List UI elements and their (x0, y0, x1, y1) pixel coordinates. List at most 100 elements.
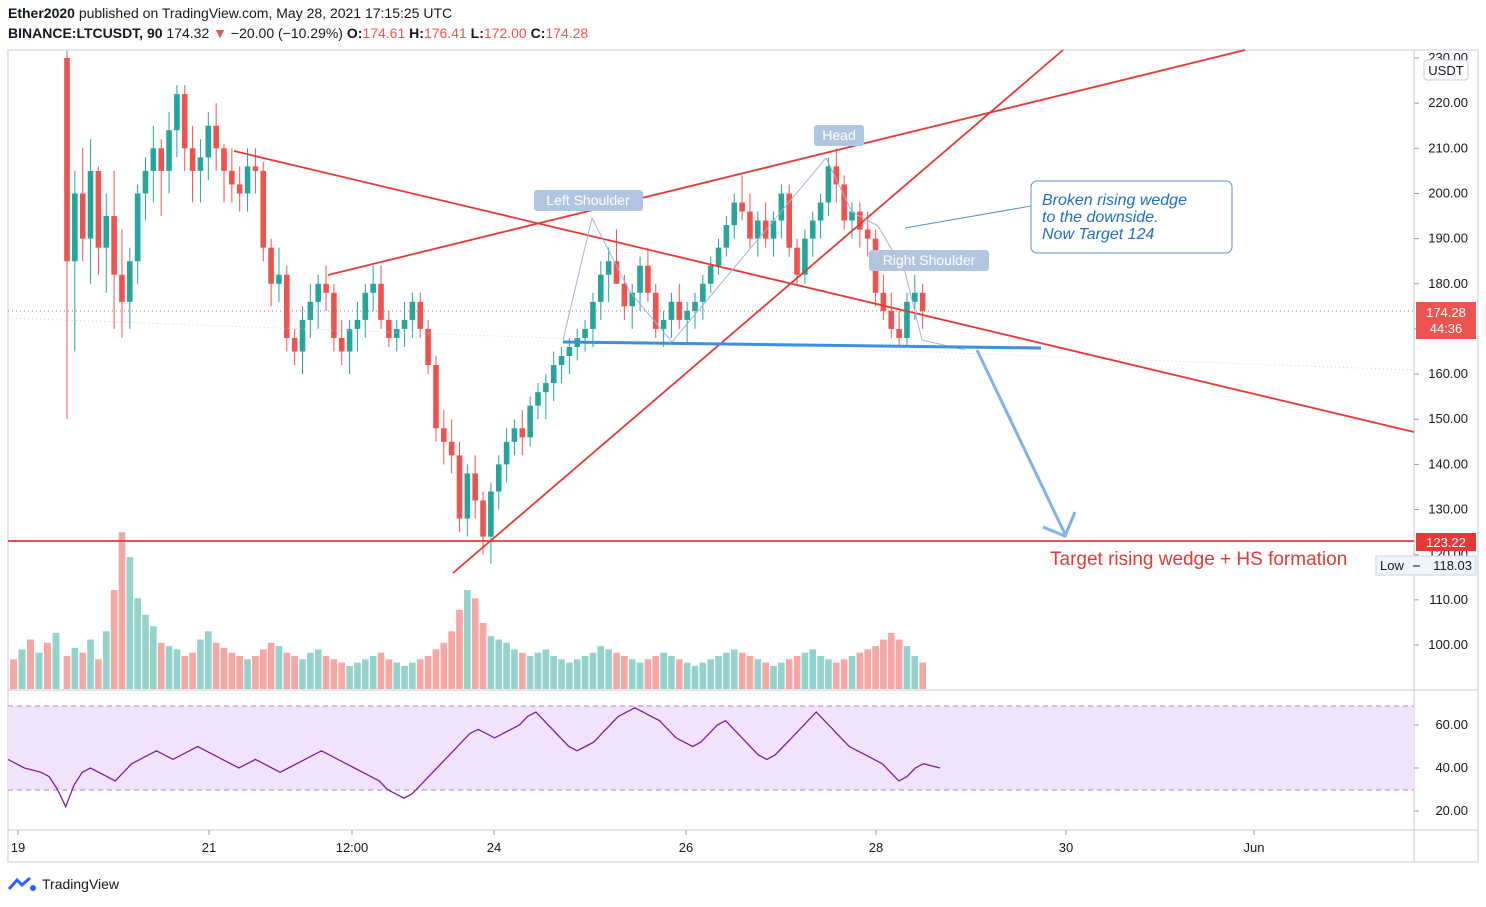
price-tick-label: 210.00 (1428, 140, 1468, 155)
volume-bar (919, 662, 926, 689)
head-badge (814, 125, 864, 146)
candle-body (645, 265, 651, 293)
projection-dotted-line (7, 317, 1415, 371)
volume-bar (314, 649, 322, 689)
volume-bar (157, 642, 165, 689)
candle-body (543, 383, 549, 393)
volume-bar (864, 649, 872, 689)
volume-bar (126, 557, 134, 689)
volume-bar (652, 656, 660, 689)
volume-bar (840, 659, 848, 689)
volume-bar (613, 652, 620, 689)
volume-bar (377, 652, 385, 689)
candle-body (613, 261, 620, 284)
footer[interactable]: TradingView (8, 876, 119, 892)
volume-bar (330, 659, 338, 689)
symbol-label[interactable]: BINANCE:LTCUSDT, 90 (8, 25, 163, 41)
candle-body (825, 166, 832, 203)
volume-bars (10, 532, 926, 689)
time-tick-label: 28 (869, 840, 883, 855)
target-arrow-head-icon (1042, 511, 1077, 538)
wedge-lower-line[interactable] (452, 49, 1064, 574)
candle-body (134, 193, 141, 262)
down-arrow-icon: ▼ (213, 25, 227, 41)
volume-bar (361, 659, 369, 689)
candle-body (197, 157, 204, 171)
volume-bar (338, 662, 346, 689)
candle-body (904, 301, 910, 338)
volume-bar (621, 656, 628, 689)
candle-body (503, 441, 510, 465)
descending-trendline[interactable] (233, 150, 1415, 433)
volume-bar (440, 642, 448, 689)
price-tick-label: 110.00 (1429, 592, 1468, 607)
high-label: H: (409, 25, 424, 41)
volume-bar (346, 665, 353, 689)
volume-bar (52, 632, 60, 689)
volume-bar (699, 662, 707, 689)
volume-bar (723, 652, 730, 689)
volume-bar (825, 659, 832, 689)
candle-body (605, 261, 612, 275)
volume-bar (267, 642, 275, 689)
volume-bar (691, 665, 699, 689)
volume-bar (762, 662, 769, 689)
wedge-upper-line[interactable] (327, 49, 1246, 276)
candle-body (433, 365, 439, 429)
volume-bar (754, 659, 762, 689)
volume-bar (244, 659, 251, 689)
candle-body (346, 328, 353, 352)
rsi-tick-label: 20.00 (1435, 803, 1468, 818)
candle-body (582, 328, 588, 338)
neckline[interactable] (562, 340, 1042, 350)
published-text: published on TradingView.com, May 28, 20… (78, 5, 453, 21)
candle-body (244, 166, 251, 194)
volume-bar (181, 656, 189, 689)
volume-bar (605, 649, 612, 689)
candle-body (841, 184, 847, 221)
volume-bar (534, 652, 542, 689)
volume-bar (793, 656, 801, 689)
candle-body (723, 225, 730, 248)
currency-badge[interactable] (1423, 59, 1469, 81)
candle-body (817, 202, 824, 221)
candle-body (276, 274, 282, 284)
publisher-name[interactable]: Ether2020 (8, 5, 75, 21)
target-price-badge (1416, 533, 1476, 551)
volume-bar (832, 662, 840, 689)
rsi-line (7, 707, 941, 809)
candle-body (299, 319, 306, 352)
volume-bar (770, 665, 777, 689)
candle-body (119, 274, 125, 302)
candle-body (103, 216, 110, 248)
rsi-axis[interactable] (1415, 691, 1477, 829)
target-arrow-shaft (975, 349, 1067, 535)
symbol-header: BINANCE:LTCUSDT, 90 174.32 ▼ −20.00 (−10… (8, 25, 588, 41)
target-price-tag: 123.22 (1426, 535, 1466, 550)
volume-bar (220, 647, 228, 689)
volume-bar (385, 659, 393, 689)
candle-body (864, 229, 871, 239)
volume-bar (35, 652, 43, 689)
candle-body (700, 283, 706, 302)
candle-body (598, 274, 604, 302)
candle-body (464, 473, 471, 519)
volume-bar (102, 631, 110, 689)
price-tick-label: 100.00 (1428, 637, 1468, 652)
volume-bar (597, 646, 605, 689)
volume-bar (487, 636, 495, 689)
callout-box[interactable] (1030, 180, 1233, 254)
candle-body (558, 356, 565, 366)
candle-body (566, 346, 573, 357)
price-tick-label: 200.00 (1428, 185, 1468, 200)
candle-body (72, 193, 78, 262)
price-tick-label: 130.00 (1428, 502, 1468, 517)
candle-body (448, 441, 455, 456)
candle-body (652, 292, 659, 329)
close-value: 174.28 (545, 25, 589, 41)
candle-body (707, 265, 714, 284)
price-axis[interactable] (1415, 51, 1477, 689)
candle-body (637, 265, 643, 293)
volume-bar (393, 662, 401, 689)
